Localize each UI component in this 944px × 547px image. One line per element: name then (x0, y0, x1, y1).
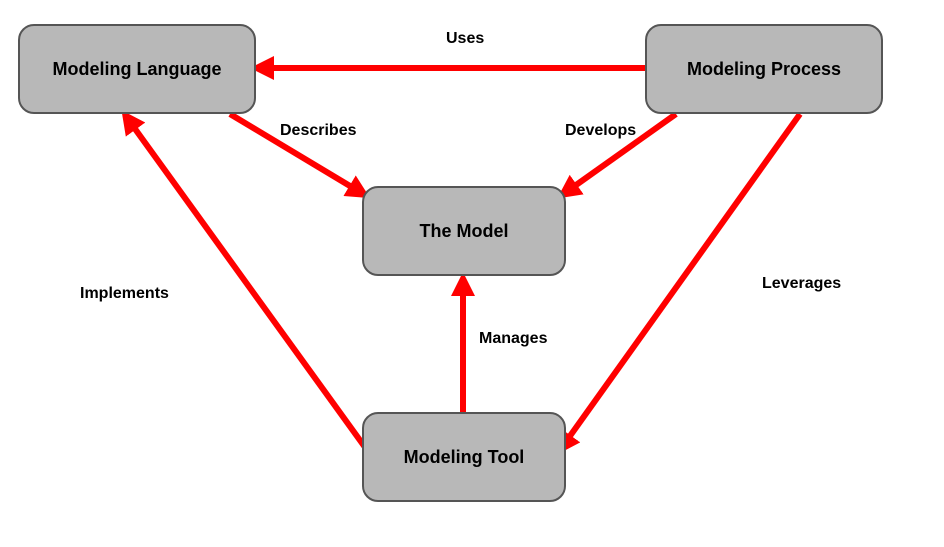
edge-label-manages: Manages (479, 330, 547, 348)
node-modeling-language: Modeling Language (18, 24, 256, 114)
label-text: Develops (565, 122, 636, 139)
edge-label-implements: Implements (80, 285, 169, 303)
diagram-canvas: { "diagram": { "type": "flowchart", "bac… (0, 0, 944, 547)
label-text: Describes (280, 122, 357, 139)
node-label: Modeling Language (53, 59, 222, 80)
node-the-model: The Model (362, 186, 566, 276)
edge-label-leverages: Leverages (762, 275, 841, 293)
node-modeling-process: Modeling Process (645, 24, 883, 114)
edge-label-uses: Uses (446, 30, 484, 48)
edge-label-describes: Describes (280, 122, 357, 140)
label-text: Leverages (762, 275, 841, 292)
label-text: Manages (479, 330, 547, 347)
node-label: Modeling Process (687, 59, 841, 80)
label-text: Uses (446, 30, 484, 47)
label-text: Implements (80, 285, 169, 302)
node-label: Modeling Tool (404, 447, 525, 468)
node-label: The Model (420, 221, 509, 242)
edge-label-develops: Develops (565, 122, 636, 140)
node-modeling-tool: Modeling Tool (362, 412, 566, 502)
